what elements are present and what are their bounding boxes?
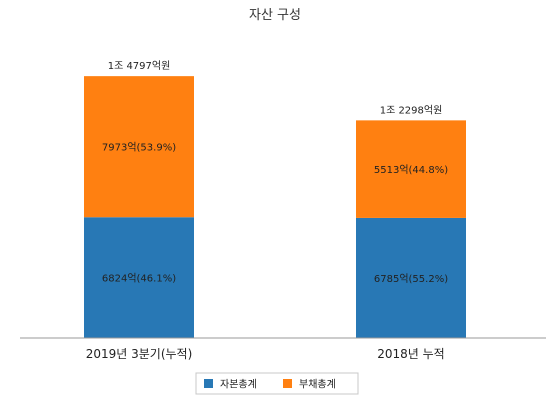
legend-label: 부채총계 — [299, 379, 336, 391]
bar-segment-equity — [84, 217, 194, 338]
bar-segment-liabilities — [84, 76, 194, 218]
data-label: 6824억(46.1%) — [102, 273, 176, 285]
legend[interactable]: 자본총계 부채총계 — [195, 372, 359, 395]
legend-swatch — [283, 379, 292, 388]
chart-title: 자산 구성 — [249, 8, 301, 23]
legend-swatch — [204, 379, 213, 388]
bars-layer: 6824억(46.1%) 7973억(53.9%) 1조 4797억원 6785억(5… — [84, 60, 466, 338]
x-tick-label: 2019년 3분기(누적) — [86, 347, 193, 361]
total-label: 1조 4797억원 — [108, 60, 171, 72]
data-label: 7973억(53.9%) — [102, 142, 176, 154]
data-label: 5513억(44.8%) — [374, 164, 448, 176]
bar-segment-liabilities — [356, 120, 466, 218]
legend-box — [195, 372, 359, 395]
x-tick-labels: 2019년 3분기(누적) 2018년 누적 — [86, 347, 445, 361]
x-tick-label: 2018년 누적 — [377, 347, 444, 361]
bar-segment-equity — [356, 217, 466, 338]
legend-item-liabilities[interactable]: 부채총계 — [283, 379, 336, 391]
legend-label: 자본총계 — [220, 379, 257, 391]
legend-item-equity[interactable]: 자본총계 — [204, 379, 257, 391]
total-label: 1조 2298억원 — [380, 104, 443, 116]
data-label: 6785억(55.2%) — [374, 273, 448, 285]
